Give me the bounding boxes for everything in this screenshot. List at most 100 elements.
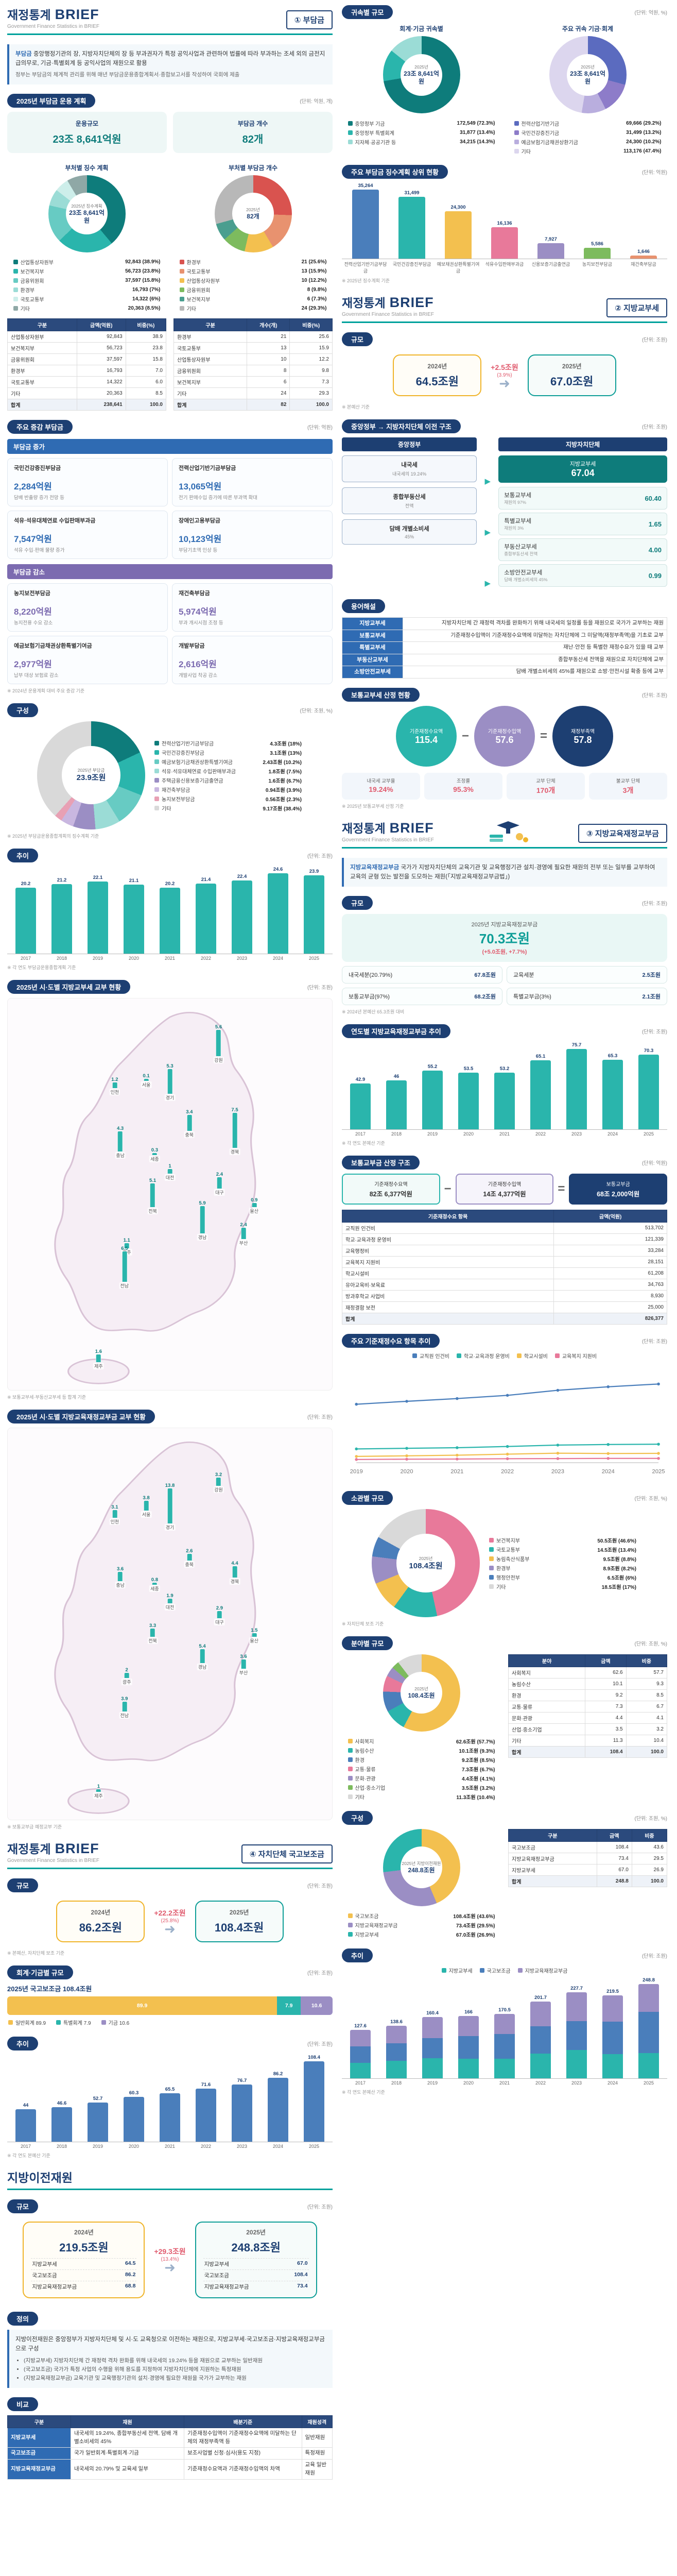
legend-value: 73.4조원 (29.5%) — [456, 1923, 495, 1929]
bar-label: 2021 — [499, 2080, 510, 2086]
legend-label: 기금 10.6 — [108, 2021, 130, 2027]
legend-item: 기타 11.3조원 (10.4%) — [347, 1792, 496, 1802]
region-label: 충남 — [115, 1152, 126, 1159]
region-bar — [124, 1672, 129, 1678]
region-value: 0.1 — [143, 1073, 150, 1079]
table-row: 기타 20,363 8.5 — [7, 387, 167, 399]
legend-swatch — [514, 121, 519, 126]
table-cell: 합계 — [508, 1875, 597, 1887]
glossary-term: 소방안전교부세 — [342, 666, 403, 679]
subsidy-account-section: 회계·기금별 규모 (단위: 조원) 2025년 국고보조금 108.4조원 89… — [7, 1965, 333, 2027]
allocation-part: 보통교부세 재원의 97% 60.40 — [498, 487, 667, 510]
row-label: 지방교육재정교부금 — [204, 2283, 249, 2290]
bar-column: 42.9 — [344, 1077, 377, 1130]
bar-label: 2022 — [535, 1131, 546, 1137]
region-value: 1.5 — [251, 1628, 258, 1634]
bar-column: 70.3 — [632, 1048, 665, 1130]
legend-item: 산업통상자원부 10 (12.2%) — [179, 276, 328, 285]
legend-label: 농림수산 — [355, 1749, 374, 1755]
donut-center: 2025년 23조 8,641억원 — [567, 54, 609, 96]
legend-swatch — [13, 306, 18, 311]
table-cell: 29.5 — [631, 1852, 668, 1865]
table-row: 재정결함 보전 25,000 — [341, 1301, 667, 1314]
transfer-stacked-bar-chart: 지방교부세 국고보조금 지방교육재정교부금 127.6 138.6 160.4 166 170… — [342, 1967, 667, 2086]
bar-label: 농지보전부담금 — [582, 262, 612, 267]
brand: 재정통계 BRIEF Government Finance Statistics… — [342, 819, 434, 843]
bar-column: 22.1 — [81, 875, 114, 954]
bar-total-value: 127.6 — [354, 2023, 367, 2029]
bar-label: 2020 — [128, 2143, 140, 2149]
part-name: 보통교부세 재원의 97% — [504, 493, 532, 505]
legend-swatch — [441, 1968, 446, 1973]
region-label: 울산 — [249, 1637, 260, 1645]
table-cell: 국고보조금 — [508, 1841, 597, 1853]
edu-lines-section: 주요 기준재정수요 항목 추이 (단위: 조원) 교직원 인건비 학교·교육과정 … — [342, 1334, 667, 1482]
item-value: 2.5조원 — [642, 972, 661, 979]
legend-label: 전력산업기반기금 — [521, 121, 560, 127]
scale-flow: 2024년 86.2조원 +22.2조원 (25.8%) ➜ 2025년 108… — [7, 1896, 333, 1946]
unit-label: (단위: 조원) — [641, 1339, 667, 1345]
table-cell: 8,930 — [553, 1290, 667, 1302]
footnote: ※ 보통교부금 예정교부 기준 — [7, 1824, 62, 1829]
levy-note: 담배 반출량 증가 전망 등 — [14, 495, 64, 501]
bar-total-value: 138.6 — [390, 2019, 403, 2025]
belong-donut-b-wrap: 주요 귀속 기금·회계 2025년 23조 8,641억원 전력산업기반기금 69,6… — [508, 23, 667, 156]
section-pill: 정의 — [7, 2311, 38, 2326]
region-bar — [200, 1206, 205, 1234]
brand: 재정통계 BRIEF Government Finance Statistics… — [7, 1839, 99, 1863]
legend-item: 재건축부담금 0.94조원 (3.9%) — [153, 785, 303, 794]
map-marker: 13.8 경기 — [164, 1483, 176, 1531]
section-tag-subsidy: ④ 자치단체 국고보조금 — [241, 1844, 333, 1863]
legend-item: 문화·관광 4.4조원 (4.1%) — [347, 1774, 496, 1783]
map-marker: 1 제주 — [93, 1784, 104, 1800]
map-marker: 0.1 서울 — [141, 1073, 152, 1088]
bar-label: 2020 — [128, 955, 140, 961]
table-row: 국토교통부 13 15.9 — [173, 342, 333, 354]
collection-table: 구분 금액(억원) 비중(%) 산업통상자원부 92,843 38.9 보건복지부 56,72… — [7, 318, 167, 411]
table-cell: 238,641 — [76, 398, 126, 411]
legend-item: 지방교부세 — [441, 1967, 473, 1974]
stat-box-count: 부담금 개수 82개 — [173, 111, 333, 153]
section-head: 구성 (단위: 조원, %) — [7, 703, 333, 717]
section-head: 중앙정부 → 지방자치단체 이전 구조 (단위: 조원) — [342, 419, 667, 433]
region-bar — [252, 1633, 257, 1637]
region-label: 경기 — [164, 1094, 176, 1101]
region-value: 3.4 — [186, 1109, 193, 1115]
table-row: 환경부 16,793 7.0 — [7, 364, 167, 377]
bar — [386, 1080, 407, 1130]
map-marker: 3.1 인천 — [109, 1504, 120, 1526]
bar — [630, 256, 657, 259]
transfer-composition-donut: 2025년 지방이전재원 248.8조원 국고보조금 108.4조원 (43.6%) 지… — [342, 1828, 501, 1939]
region-bar — [232, 1112, 237, 1148]
bar-column: 5,586 — [576, 241, 619, 259]
unit-label: (단위: 조원) — [307, 2204, 333, 2210]
arrow-icon: ➜ — [164, 1921, 176, 1937]
svg-text:2023: 2023 — [551, 1469, 564, 1475]
bar — [537, 243, 565, 259]
table-cell: 교직원 인건비 — [341, 1222, 554, 1234]
region-value: 5.6 — [215, 1024, 222, 1030]
map-marker: 6.5 전남 — [119, 1246, 130, 1290]
table-row: 농림수산 10.1 9.3 — [508, 1677, 668, 1690]
legend-swatch — [348, 1785, 353, 1790]
bar-label: 2025 — [643, 1131, 654, 1137]
table-cell: 기준재정수입액이 기준재정수요액에 미달하는 단체의 재정부족액 등 — [184, 2427, 302, 2448]
bar — [458, 1073, 479, 1130]
bar-value: 53.2 — [499, 1066, 510, 1072]
section-head: 정의 — [7, 2311, 333, 2326]
bar-column: 71.6 — [189, 2082, 222, 2142]
table-row: 환경부 21 25.6 — [173, 330, 333, 343]
table-cell: 11.3 — [585, 1734, 627, 1747]
section-pill: 구성 — [7, 703, 38, 717]
bar-label: 2022 — [535, 2080, 546, 2086]
legend-item: 기타 18.5조원 (17%) — [488, 1582, 637, 1591]
glossary-table: 지방교부세 지방자치단체 간 재정력 격차를 완화하기 위해 내국세의 일정률 등… — [342, 617, 667, 679]
levy-note: 석유 수입·판매 물량 증가 — [14, 547, 65, 553]
item-label: 교육세분 — [513, 972, 534, 979]
definition-box: 지방교육재정교부금 국가가 지방자치단체의 교육기관 및 교육행정기관 설치·경… — [342, 857, 667, 887]
bar — [583, 248, 611, 259]
region-label: 대구 — [214, 1189, 225, 1196]
table-cell: 38.9 — [125, 330, 167, 343]
bar-value: 22.1 — [93, 874, 103, 880]
